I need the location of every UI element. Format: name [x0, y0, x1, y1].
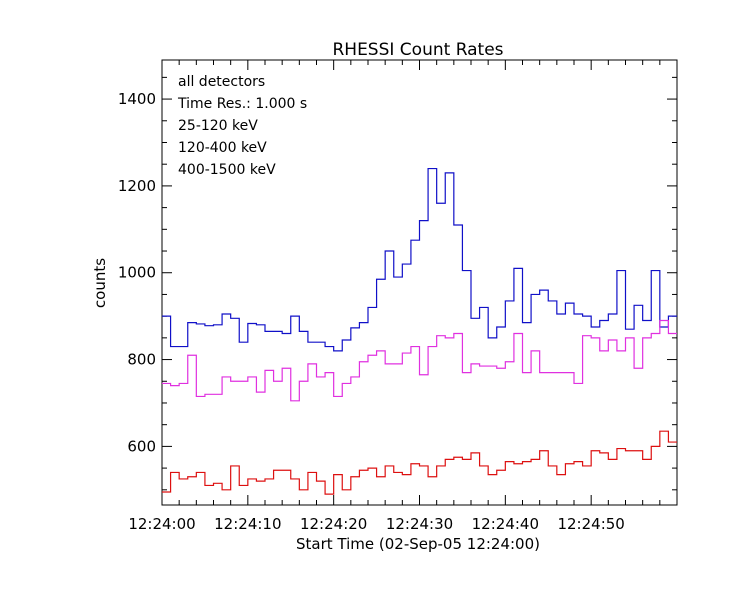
x-tick-label: 12:24:30 [386, 515, 453, 533]
series-line-400-1500-keV [162, 430, 677, 495]
legend: all detectors Time Res.: 1.000 s 25-120 ke… [177, 74, 307, 178]
x-tick-label: 12:24:40 [472, 515, 539, 533]
y-tick-label: 1200 [118, 177, 156, 195]
x-tick-label: 12:24:10 [214, 515, 281, 533]
x-tick-label: 12:24:20 [300, 515, 367, 533]
x-tick-label: 12:24:00 [128, 515, 195, 533]
legend-entry: 120-400 keV [178, 140, 267, 156]
y-tick-label: 800 [127, 351, 156, 369]
series-lines [162, 167, 677, 495]
axis-ticks [161, 60, 677, 505]
series-line-120-400-keV [162, 319, 677, 402]
legend-entry: 25-120 keV [178, 118, 258, 134]
legend-annotation: Time Res.: 1.000 s [177, 96, 307, 112]
x-tick-label: 12:24:50 [557, 515, 624, 533]
y-axis-label: counts [91, 258, 109, 308]
chart-title: RHESSI Count Rates [332, 40, 503, 60]
axis-tick-labels: 600 800 1000 1200 1400 12:24:00 12:24:10 12:24:… [118, 90, 625, 533]
series-line-25-120-keV [162, 167, 677, 352]
legend-annotation: all detectors [178, 74, 265, 90]
legend-entry: 400-1500 keV [178, 162, 276, 178]
y-tick-label: 600 [127, 437, 156, 455]
x-axis-label: Start Time (02-Sep-05 12:24:00) [296, 535, 540, 553]
y-tick-label: 1000 [118, 264, 156, 282]
y-tick-label: 1400 [118, 90, 156, 108]
